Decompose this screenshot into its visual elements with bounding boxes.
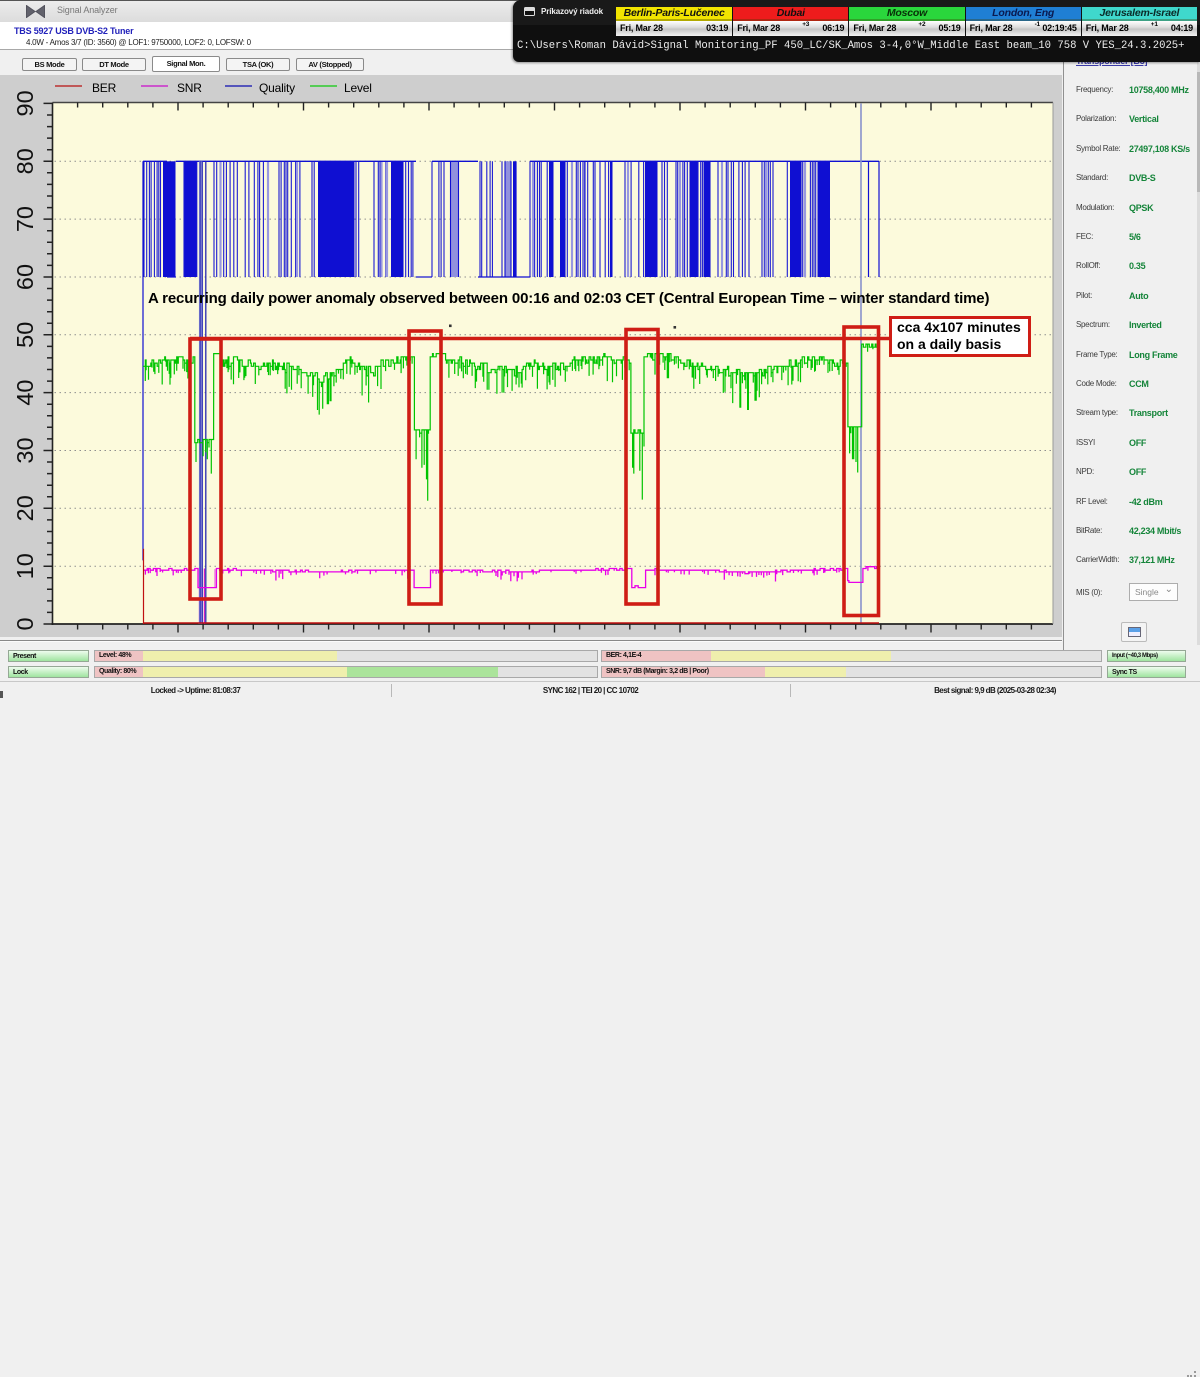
svg-text:80: 80	[12, 148, 38, 174]
svg-text:40: 40	[12, 380, 38, 406]
svg-text:50: 50	[12, 322, 38, 348]
svg-text:10: 10	[12, 553, 38, 579]
svg-text:30: 30	[12, 437, 38, 463]
svg-text:60: 60	[12, 264, 38, 290]
svg-text:20: 20	[12, 495, 38, 521]
svg-text:90: 90	[12, 90, 38, 116]
svg-text:0: 0	[12, 617, 38, 630]
svg-text:70: 70	[12, 206, 38, 232]
